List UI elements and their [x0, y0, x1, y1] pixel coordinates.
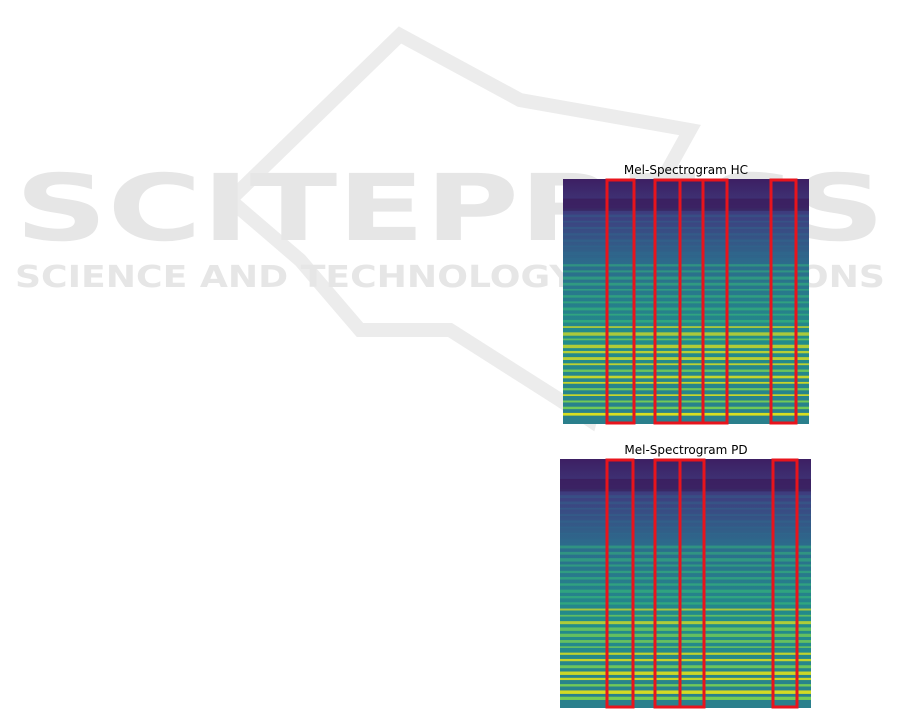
harmonic-band — [560, 621, 811, 625]
harmonic-band — [560, 558, 811, 562]
harmonic-band — [560, 570, 811, 574]
harmonic-band — [560, 514, 811, 517]
harmonic-band — [560, 583, 811, 586]
harmonic-band — [563, 282, 809, 286]
harmonic-band — [563, 400, 809, 403]
harmonic-band — [563, 369, 809, 372]
harmonic-band — [560, 652, 811, 655]
harmonic-band — [563, 270, 809, 273]
harmonic-band — [560, 520, 811, 523]
figure-title: Mel-Spectrogram PD — [624, 443, 747, 457]
figure-title: Mel-Spectrogram HC — [624, 163, 748, 177]
harmonic-band — [560, 602, 811, 605]
harmonic-band — [563, 276, 809, 280]
harmonic-band — [563, 226, 809, 229]
harmonic-band — [563, 319, 809, 323]
highlight-box — [605, 178, 636, 425]
harmonic-band — [560, 507, 811, 510]
harmonic-band — [563, 338, 809, 341]
harmonic-band — [563, 394, 809, 396]
harmonic-band — [563, 251, 809, 256]
harmonic-band — [563, 295, 809, 298]
harmonic-band — [560, 671, 811, 675]
harmonic-band — [563, 350, 809, 354]
watermark-book — [219, 26, 701, 432]
harmonic-band — [563, 357, 809, 360]
harmonic-band — [560, 684, 811, 687]
harmonic-band — [560, 633, 811, 637]
harmonic-band — [563, 307, 809, 311]
harmonic-band — [563, 264, 809, 267]
spectrogram-hc — [563, 178, 809, 425]
harmonic-band — [563, 239, 809, 242]
harmonic-band — [563, 301, 809, 304]
highlight-box — [769, 178, 798, 425]
harmonic-band — [563, 332, 809, 336]
harmonic-band — [560, 564, 811, 567]
harmonic-band — [560, 551, 811, 555]
harmonic-band — [560, 690, 811, 694]
harmonic-band — [560, 532, 811, 535]
harmonic-band — [563, 313, 809, 316]
harmonic-band — [563, 257, 809, 261]
harmonic-band — [563, 363, 809, 366]
harmonic-band — [563, 288, 809, 291]
harmonic-band — [563, 233, 809, 236]
harmonic-band — [563, 406, 809, 410]
highlight-box — [678, 458, 706, 709]
harmonic-band — [560, 589, 811, 593]
highlight-box — [701, 178, 729, 425]
harmonic-band — [560, 677, 811, 681]
harmonic-band — [560, 614, 811, 617]
dark-band — [560, 478, 811, 492]
harmonic-band — [563, 412, 809, 416]
harmonic-band — [563, 381, 809, 384]
harmonic-band — [563, 344, 809, 349]
harmonic-band — [560, 608, 811, 611]
harmonic-band — [563, 388, 809, 391]
harmonic-band — [560, 495, 811, 499]
harmonic-band — [560, 526, 811, 529]
harmonic-band — [563, 214, 809, 218]
harmonic-band — [563, 375, 809, 379]
harmonic-band — [560, 696, 811, 700]
harmonic-band — [563, 326, 809, 328]
highlight-box — [605, 458, 635, 709]
harmonic-band — [560, 646, 811, 648]
harmonic-band — [560, 640, 811, 643]
harmonic-band — [560, 539, 811, 542]
spectrogram-pd — [560, 458, 811, 709]
dark-band — [563, 198, 809, 211]
harmonic-band — [560, 595, 811, 599]
harmonic-band — [560, 577, 811, 580]
harmonic-band — [563, 245, 809, 248]
harmonic-band — [563, 220, 809, 223]
highlight-box — [771, 458, 799, 709]
harmonic-band — [560, 501, 811, 505]
harmonic-band — [560, 545, 811, 549]
harmonic-band — [560, 658, 811, 662]
harmonic-band — [560, 665, 811, 669]
harmonic-band — [560, 627, 811, 631]
